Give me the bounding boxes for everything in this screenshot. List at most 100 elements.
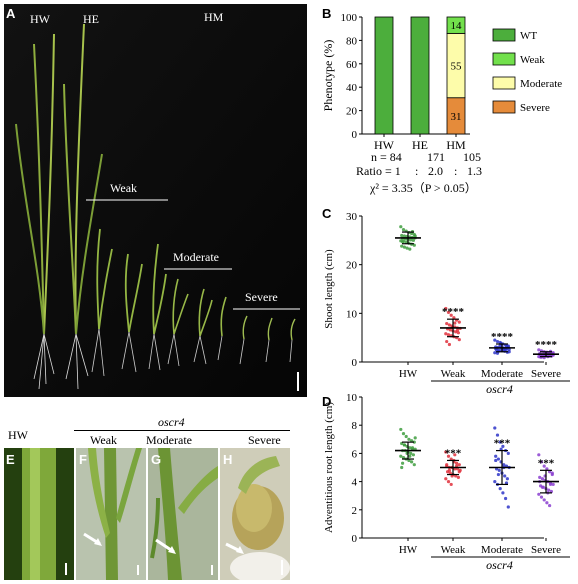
data-point <box>444 306 448 311</box>
significance-label: *** <box>538 457 555 469</box>
rice-plants-photo <box>4 4 307 397</box>
panel-b-letter: B <box>322 6 332 21</box>
data-point <box>538 475 542 479</box>
data-point <box>537 348 541 352</box>
b-label-weak: 14 <box>451 20 463 32</box>
data-point <box>540 485 544 489</box>
data-point <box>445 339 449 344</box>
label-he: HE <box>83 12 99 26</box>
label-h-severe: Severe <box>248 433 281 447</box>
panel-e-photo <box>4 448 74 580</box>
stat-ratio-hm: 1.3 <box>467 164 482 178</box>
data-point <box>453 453 457 457</box>
data-point <box>411 238 415 242</box>
data-point <box>502 463 506 467</box>
b-label-moderate: 55 <box>451 61 463 73</box>
panel-g-photo <box>148 448 218 580</box>
data-point <box>409 451 413 455</box>
b-y-tick-label: 40 <box>346 82 358 94</box>
data-point <box>412 463 416 467</box>
panel-f-image <box>76 448 146 580</box>
label-hm: HM <box>204 10 224 24</box>
b-label-severe: 31 <box>451 111 462 123</box>
data-point <box>540 477 544 481</box>
b-x-tick-label: HW <box>374 138 395 152</box>
data-point <box>504 496 508 501</box>
panel-g-letter: G <box>151 452 162 467</box>
data-point <box>503 474 507 478</box>
stat-n-he: 171 <box>427 150 445 164</box>
b-legend-label: WT <box>520 30 537 42</box>
data-point <box>495 433 500 437</box>
b-legend-swatch <box>492 76 516 90</box>
data-point <box>413 436 417 440</box>
b-y-tick-label: 20 <box>346 106 358 118</box>
b-bar-segment <box>410 16 430 135</box>
significance-label: **** <box>491 331 514 343</box>
data-point <box>501 444 505 448</box>
data-point <box>453 321 457 325</box>
data-point <box>545 467 549 471</box>
panel-b-chart: 0 20 40 60 80 100 Phenotype (%) HW HE HM 14 55 31 WT W… <box>321 12 562 152</box>
data-point <box>408 454 412 458</box>
data-point <box>549 489 553 494</box>
data-point <box>444 332 448 336</box>
oscr4-group-label: oscr4 <box>158 415 185 429</box>
data-point <box>447 342 451 347</box>
b-legend-swatch <box>492 52 516 66</box>
data-point <box>507 350 511 354</box>
data-point <box>547 488 551 492</box>
panel-c-chart: 0 10 20 30 Shoot length (cm) HW **** Weak **** Mo… <box>323 211 570 396</box>
data-point <box>446 333 451 337</box>
data-point <box>548 470 552 474</box>
data-point <box>505 477 509 481</box>
data-point <box>455 328 460 332</box>
data-point <box>409 238 413 242</box>
data-point <box>450 474 454 478</box>
data-point <box>497 468 501 472</box>
b-y-tick-label: 80 <box>346 35 358 47</box>
y-tick-label: 8 <box>352 420 358 432</box>
y-tick-label: 30 <box>346 211 358 223</box>
b-y-axis-label: Phenotype (%) <box>321 40 335 112</box>
b-legend-label: Moderate <box>520 78 562 90</box>
data-point <box>493 351 497 355</box>
x-tick-label: Severe <box>531 368 561 380</box>
stat-chi-square: χ² = 3.35（P > 0.05） <box>370 181 477 195</box>
b-legend-swatch <box>492 100 516 114</box>
data-point <box>498 440 502 444</box>
panel-e-image <box>4 448 74 580</box>
x-tick-label: Weak <box>441 544 466 556</box>
panel-f-photo <box>76 448 146 580</box>
data-point <box>537 492 541 496</box>
data-point <box>499 447 503 451</box>
data-point <box>548 482 553 487</box>
data-point <box>551 482 555 487</box>
b-x-tick-label: HE <box>412 138 428 152</box>
label-e-hw: HW <box>8 428 28 442</box>
panel-e-letter: E <box>6 452 15 467</box>
data-point <box>449 482 453 487</box>
data-point <box>402 234 406 238</box>
data-point <box>457 320 461 324</box>
y-tick-label: 20 <box>346 260 358 272</box>
data-point <box>402 245 406 249</box>
data-point <box>456 331 460 335</box>
data-point <box>504 481 509 485</box>
y-tick-label: 6 <box>352 448 358 460</box>
data-point <box>455 461 459 465</box>
data-point <box>401 240 405 244</box>
data-point <box>400 465 404 470</box>
data-point <box>408 247 412 251</box>
data-point <box>400 244 404 248</box>
data-point <box>410 439 414 443</box>
y-tick-label: 0 <box>352 357 358 369</box>
data-point <box>457 463 461 467</box>
data-point <box>493 480 497 484</box>
stat-ratio-colon-2: : <box>454 164 458 178</box>
y-tick-label: 10 <box>346 392 358 404</box>
label-weak: Weak <box>110 181 138 195</box>
stat-n-prefix: n = 84 <box>371 150 402 164</box>
data-point <box>506 451 510 455</box>
b-legend-label: Weak <box>520 54 545 66</box>
